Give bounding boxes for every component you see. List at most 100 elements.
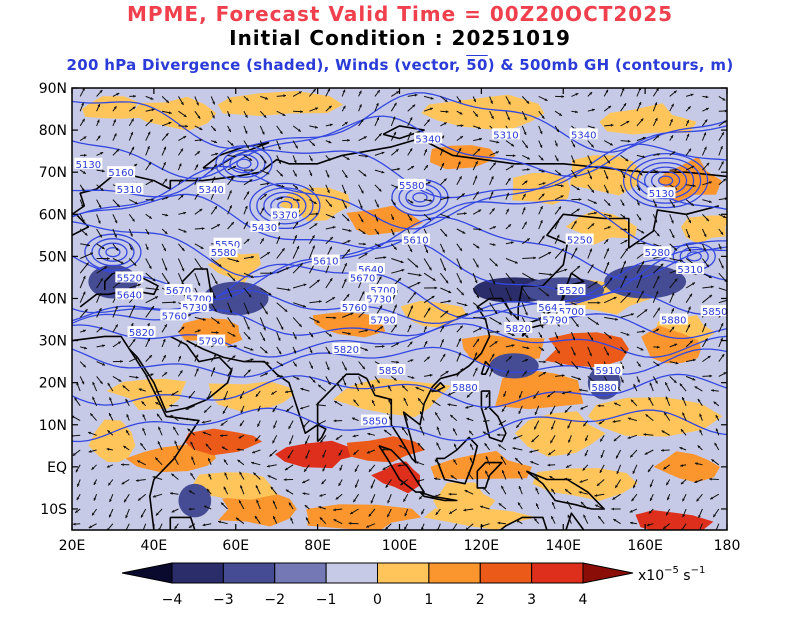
wind-vector [358, 184, 364, 194]
wind-vector [669, 361, 679, 365]
wind-vector [190, 472, 196, 480]
wind-vector [341, 105, 346, 112]
wind-vector [718, 213, 727, 219]
coastline [435, 436, 479, 485]
wind-vector [456, 368, 464, 377]
wind-vector [96, 278, 104, 289]
wind-vector [161, 96, 170, 104]
wind-vector [292, 125, 302, 133]
wind-vector [318, 506, 326, 510]
reference-vector-label: 50 [466, 56, 488, 74]
wind-vector [489, 207, 495, 215]
wind-vector [472, 209, 482, 215]
wind-vector [636, 228, 645, 234]
wind-vector [390, 214, 395, 221]
wind-vector [636, 169, 643, 176]
wind-vector [702, 107, 710, 112]
wind-vector [497, 521, 506, 525]
wind-vector [547, 463, 556, 467]
contour-label: 5340 [571, 130, 596, 141]
wind-vector [121, 463, 130, 467]
chart-title: MPME, Forecast Valid Time = 00Z20OCT2025 [126, 2, 674, 26]
wind-vector [669, 326, 675, 333]
wind-vector [718, 120, 727, 127]
contour-label-bg [160, 309, 189, 321]
wind-vector [636, 346, 644, 351]
divergence-patch [184, 428, 263, 456]
wind-vector [436, 426, 441, 436]
wind-vector [223, 390, 229, 401]
wind-vector [636, 290, 645, 303]
wind-vector [129, 356, 139, 363]
coastline [419, 491, 458, 502]
wind-vector [227, 287, 233, 298]
wind-vector [646, 523, 654, 527]
wind-vector [325, 226, 336, 230]
wind-vector [254, 515, 261, 524]
wind-vector [489, 110, 494, 120]
wind-vector [145, 296, 159, 304]
contour-label: 5670 [166, 286, 191, 297]
wind-vector [129, 375, 139, 379]
wind-vector [227, 140, 234, 147]
wind-vector [227, 165, 237, 171]
wind-vector [391, 342, 400, 348]
wind-vector [564, 405, 572, 413]
wind-vector [178, 135, 187, 142]
wind-vector [571, 92, 579, 97]
wind-vector [367, 432, 376, 436]
wind-vector [161, 213, 169, 217]
wind-vector [259, 110, 267, 119]
wind-vector [341, 248, 351, 259]
wind-vector [571, 265, 581, 274]
wind-vector [534, 405, 540, 416]
contour-label: 5310 [493, 130, 518, 141]
wind-vector [309, 222, 318, 230]
divergence-patch [88, 419, 136, 463]
wind-vector [521, 221, 528, 230]
wind-vector [440, 122, 447, 127]
wind-vector [128, 338, 136, 348]
wind-vector [652, 88, 660, 97]
wind-vector [161, 228, 168, 235]
wind-vector [243, 238, 250, 245]
wind-vector [128, 118, 135, 127]
wind-vector [319, 435, 327, 443]
coastline [499, 512, 585, 530]
wind-vector [416, 479, 425, 483]
wind-vector [505, 287, 512, 301]
wind-vector [309, 107, 319, 112]
wind-vector [381, 448, 392, 451]
wind-vector [522, 256, 537, 260]
wind-vector [472, 327, 483, 333]
colorbar-tick-label: −3 [213, 592, 234, 608]
wind-vector [582, 464, 589, 471]
wind-vector [554, 332, 559, 339]
wind-vector [505, 369, 510, 377]
wind-vector [653, 153, 661, 156]
wind-vector [701, 228, 707, 238]
wind-vector [308, 331, 314, 338]
wind-vector [423, 164, 429, 171]
divergence-patch [178, 318, 243, 346]
wind-vector [259, 125, 265, 135]
wind-vector [191, 456, 196, 465]
wind-vector [489, 258, 499, 267]
wind-vector [522, 168, 530, 171]
convergence-patch [604, 264, 687, 299]
wind-vector [333, 419, 343, 423]
wind-vector [390, 243, 398, 251]
wind-vector [538, 272, 553, 276]
wind-vector [349, 508, 359, 515]
wind-vector [260, 361, 270, 365]
coastline [480, 390, 507, 443]
wind-vector [439, 243, 445, 253]
wind-vector [112, 324, 119, 333]
wind-vector [522, 237, 531, 245]
wind-vector [304, 435, 310, 445]
divergence-patch [430, 450, 532, 480]
wind-vector [419, 425, 425, 436]
wind-vector [423, 340, 428, 348]
wind-vector [309, 140, 316, 147]
contour-label: 5640 [538, 303, 563, 314]
